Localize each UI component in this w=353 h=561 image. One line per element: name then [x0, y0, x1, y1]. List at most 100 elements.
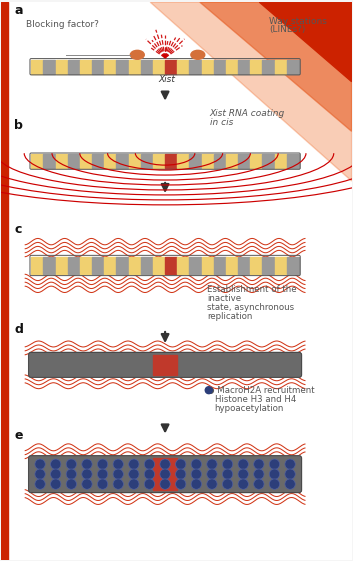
- Circle shape: [285, 459, 295, 470]
- Bar: [250, 154, 262, 168]
- Bar: [165, 60, 177, 73]
- Ellipse shape: [130, 50, 144, 59]
- Bar: [55, 60, 67, 73]
- Circle shape: [254, 459, 264, 470]
- Bar: [68, 60, 79, 73]
- Bar: [226, 256, 238, 274]
- Bar: [92, 256, 104, 274]
- Circle shape: [35, 459, 45, 470]
- Circle shape: [285, 469, 295, 479]
- Ellipse shape: [191, 50, 205, 59]
- Bar: [31, 154, 43, 168]
- Circle shape: [222, 469, 233, 479]
- Circle shape: [238, 469, 249, 479]
- Circle shape: [254, 469, 264, 479]
- Text: Establishment of the: Establishment of the: [207, 286, 297, 295]
- Bar: [141, 256, 152, 274]
- Bar: [263, 154, 274, 168]
- Circle shape: [82, 479, 92, 489]
- Circle shape: [285, 479, 295, 489]
- Bar: [55, 154, 67, 168]
- Circle shape: [269, 459, 280, 470]
- Bar: [287, 60, 299, 73]
- Bar: [287, 256, 299, 274]
- Bar: [238, 60, 250, 73]
- Bar: [165, 154, 177, 168]
- Text: b: b: [14, 119, 23, 132]
- Text: a: a: [14, 4, 23, 17]
- Circle shape: [238, 479, 249, 489]
- Circle shape: [113, 479, 123, 489]
- Circle shape: [129, 459, 139, 470]
- Text: replication: replication: [207, 312, 252, 321]
- Bar: [68, 256, 79, 274]
- Polygon shape: [200, 2, 352, 131]
- Circle shape: [113, 459, 123, 470]
- Bar: [275, 256, 287, 274]
- Bar: [177, 154, 189, 168]
- Text: Xist RNA coating: Xist RNA coating: [210, 109, 285, 118]
- Bar: [153, 154, 165, 168]
- Circle shape: [175, 479, 186, 489]
- Bar: [128, 256, 140, 274]
- Bar: [250, 256, 262, 274]
- FancyBboxPatch shape: [29, 456, 301, 493]
- Bar: [43, 154, 55, 168]
- Circle shape: [50, 479, 61, 489]
- Polygon shape: [259, 2, 352, 82]
- Circle shape: [269, 469, 280, 479]
- Circle shape: [191, 469, 202, 479]
- Text: (LINEs?): (LINEs?): [269, 25, 306, 34]
- Bar: [80, 60, 92, 73]
- Bar: [202, 154, 214, 168]
- Bar: [263, 256, 274, 274]
- Bar: [275, 154, 287, 168]
- Bar: [190, 256, 201, 274]
- Bar: [104, 256, 116, 274]
- Circle shape: [205, 387, 212, 394]
- Text: Blocking factor?: Blocking factor?: [26, 20, 99, 29]
- Circle shape: [175, 459, 186, 470]
- Text: Xist: Xist: [158, 75, 175, 84]
- Bar: [80, 256, 92, 274]
- Circle shape: [191, 459, 202, 470]
- Circle shape: [35, 469, 45, 479]
- Bar: [190, 60, 201, 73]
- Bar: [153, 355, 177, 375]
- Text: ● MacroH2A recruitment: ● MacroH2A recruitment: [207, 385, 315, 395]
- Circle shape: [50, 459, 61, 470]
- Bar: [275, 60, 287, 73]
- Bar: [92, 60, 104, 73]
- Circle shape: [97, 469, 108, 479]
- Text: hypoacetylation: hypoacetylation: [215, 403, 284, 412]
- Circle shape: [222, 459, 233, 470]
- Bar: [104, 60, 116, 73]
- Circle shape: [35, 479, 45, 489]
- Bar: [202, 256, 214, 274]
- Circle shape: [144, 459, 155, 470]
- Bar: [116, 256, 128, 274]
- Bar: [238, 256, 250, 274]
- Text: d: d: [14, 323, 23, 336]
- Bar: [153, 458, 177, 490]
- FancyBboxPatch shape: [29, 352, 301, 377]
- Circle shape: [129, 479, 139, 489]
- Bar: [55, 256, 67, 274]
- Bar: [177, 256, 189, 274]
- Circle shape: [160, 469, 170, 479]
- Circle shape: [82, 469, 92, 479]
- Bar: [214, 154, 226, 168]
- Text: Histone H3 and H4: Histone H3 and H4: [215, 394, 296, 403]
- Bar: [165, 256, 177, 274]
- Bar: [31, 256, 43, 274]
- Bar: [177, 60, 189, 73]
- Circle shape: [144, 479, 155, 489]
- Bar: [153, 256, 165, 274]
- Circle shape: [129, 469, 139, 479]
- Circle shape: [160, 459, 170, 470]
- Text: c: c: [14, 223, 22, 236]
- Bar: [214, 256, 226, 274]
- Bar: [31, 60, 43, 73]
- Text: state, asynchronous: state, asynchronous: [207, 303, 294, 312]
- Bar: [128, 154, 140, 168]
